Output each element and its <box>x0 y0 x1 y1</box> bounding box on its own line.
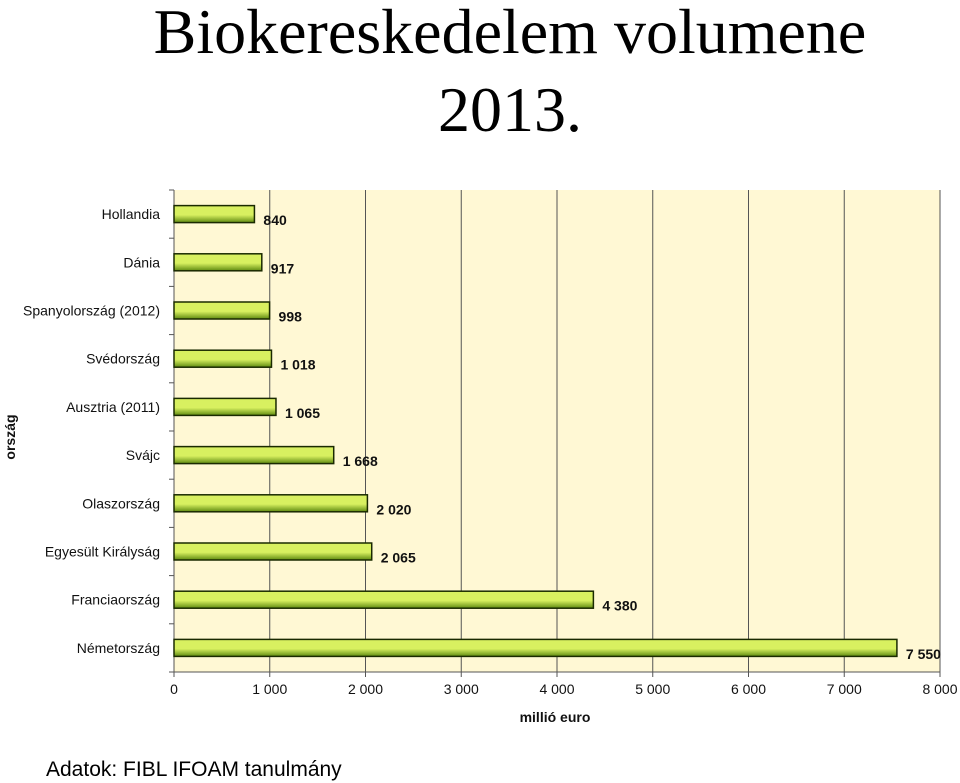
data-label: 1 668 <box>343 453 378 469</box>
category-label: Dánia <box>123 254 160 270</box>
category-label: Franciaország <box>71 592 160 608</box>
data-label: 7 550 <box>906 646 941 662</box>
data-label: 2 020 <box>376 501 411 517</box>
x-tick-label: 0 <box>170 681 178 697</box>
data-label: 4 380 <box>602 598 637 614</box>
bar <box>173 494 369 513</box>
category-label: Ausztria (2011) <box>66 399 160 415</box>
chart-title-line1: Biokereskedelem volumene <box>153 0 867 67</box>
category-label: Svédország <box>86 351 160 367</box>
data-label: 2 065 <box>381 550 416 566</box>
x-tick-label: 6 000 <box>731 681 766 697</box>
x-tick-label: 8 000 <box>922 681 957 697</box>
data-label: 917 <box>271 260 295 276</box>
data-source-note: Adatok: FIBL IFOAM tanulmány <box>46 758 342 781</box>
category-label: Németország <box>77 640 160 656</box>
category-label: Olaszország <box>82 495 160 511</box>
category-label: Egyesült Királyság <box>45 544 160 560</box>
y-axis-label: ország <box>2 414 18 459</box>
bar <box>173 638 898 658</box>
bar <box>173 253 263 272</box>
bar <box>173 204 256 224</box>
category-label: Svájc <box>126 447 160 463</box>
bar <box>173 349 273 368</box>
category-label: Hollandia <box>102 206 161 222</box>
data-label: 998 <box>279 309 303 325</box>
chart-title-line2: 2013. <box>438 74 582 145</box>
x-tick-label: 1 000 <box>252 681 287 697</box>
bar <box>173 445 335 465</box>
x-tick-label: 5 000 <box>635 681 670 697</box>
x-tick-label: 4 000 <box>539 681 574 697</box>
x-tick-label: 2 000 <box>348 681 383 697</box>
x-axis-label: millió euro <box>520 709 591 725</box>
data-label: 840 <box>263 212 287 228</box>
bar <box>173 590 595 609</box>
x-tick-label: 3 000 <box>444 681 479 697</box>
bar <box>173 542 373 561</box>
data-label: 1 018 <box>280 357 315 373</box>
bar <box>173 397 277 417</box>
bar <box>173 301 271 320</box>
data-label: 1 065 <box>285 405 320 421</box>
category-label: Spanyolország (2012) <box>23 303 160 319</box>
x-tick-label: 7 000 <box>827 681 862 697</box>
